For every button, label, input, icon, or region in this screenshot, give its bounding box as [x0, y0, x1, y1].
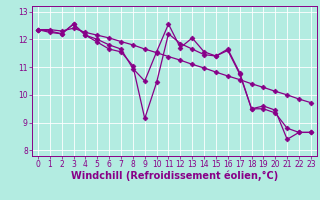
X-axis label: Windchill (Refroidissement éolien,°C): Windchill (Refroidissement éolien,°C): [71, 171, 278, 181]
